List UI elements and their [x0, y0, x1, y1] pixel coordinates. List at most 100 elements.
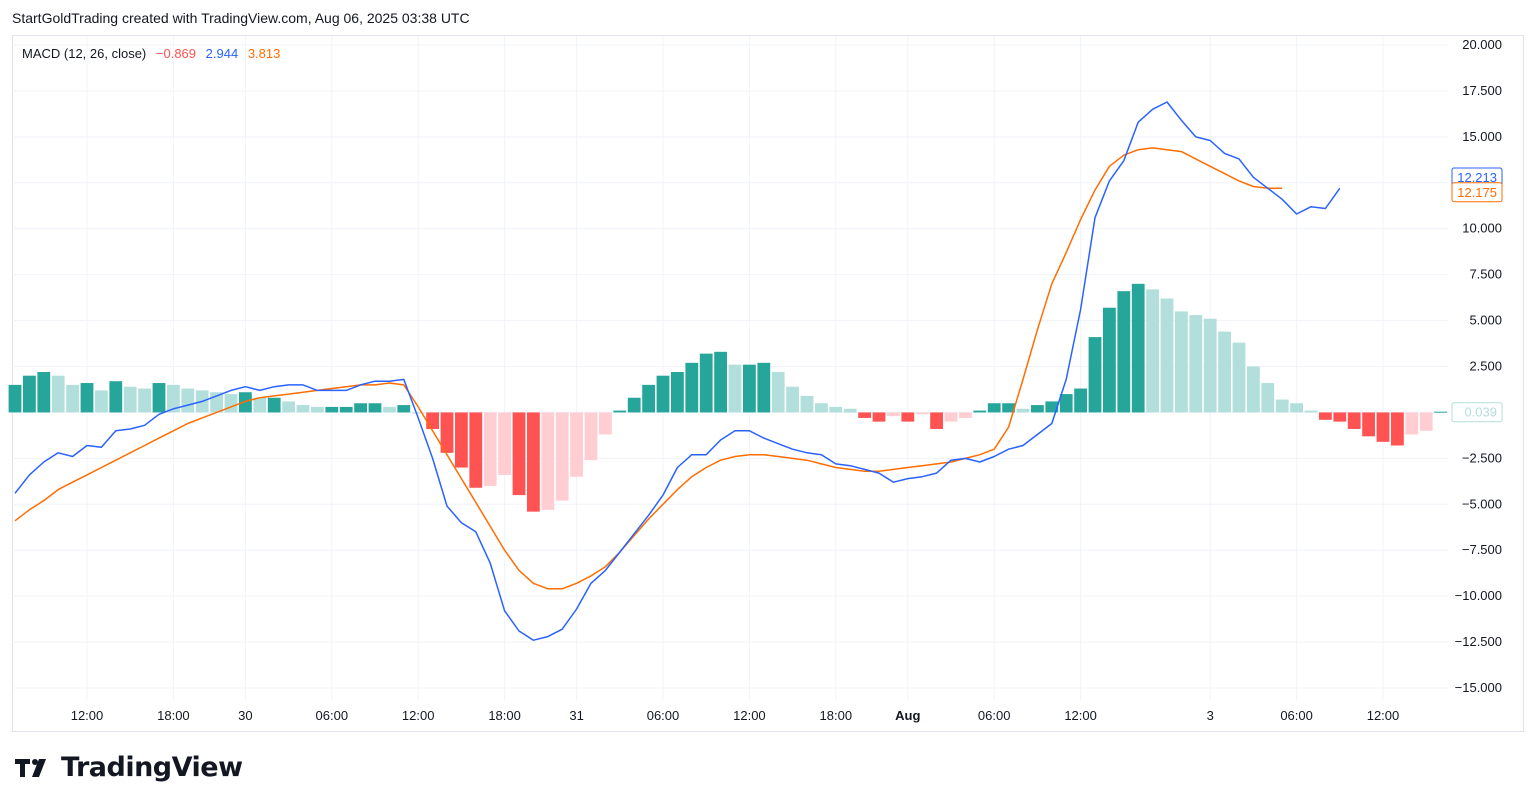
histogram-bar — [1160, 298, 1174, 413]
y-tick-label: −15.000 — [1455, 680, 1502, 695]
x-tick-label: 06:00 — [1280, 708, 1313, 723]
signal-value: 3.813 — [247, 46, 281, 61]
price-label-box — [1451, 182, 1503, 203]
x-tick-label: 06:00 — [978, 708, 1011, 723]
tradingview-wordmark: TradingView — [61, 752, 243, 783]
chart-pane[interactable] — [12, 35, 1524, 732]
histogram-bar — [1002, 403, 1015, 413]
histogram-bar — [599, 412, 612, 435]
attribution-header: StartGoldTrading created with TradingVie… — [12, 10, 470, 26]
histogram-bar — [253, 397, 267, 413]
histogram-bar — [1232, 342, 1246, 413]
histogram-bar — [80, 383, 94, 413]
y-tick-label: −2.500 — [1462, 450, 1502, 465]
histogram-bar — [469, 412, 483, 488]
histogram-bar — [109, 381, 123, 413]
y-axis: 20.00017.50015.00012.50010.0007.5005.000… — [1455, 37, 1502, 695]
histogram-bar — [858, 412, 871, 418]
histogram-bar — [973, 410, 987, 413]
histogram-bar — [167, 384, 180, 413]
histogram-bar — [426, 412, 439, 429]
histogram-bar — [771, 372, 785, 413]
histogram-bar — [987, 403, 1001, 413]
histogram-bar — [512, 412, 526, 496]
histogram-bar — [901, 412, 915, 422]
histogram-bar — [311, 406, 324, 413]
histogram-bar — [1175, 311, 1188, 413]
histogram-bar — [872, 412, 886, 422]
histogram-bar — [1347, 412, 1361, 429]
histogram-bar — [570, 412, 583, 477]
histogram-bar — [915, 412, 929, 415]
histogram-bar — [1117, 291, 1131, 413]
x-tick-label: Aug — [895, 708, 920, 723]
y-tick-label: 5.000 — [1469, 313, 1502, 328]
histogram-bar — [282, 401, 295, 413]
histogram-bar — [714, 351, 727, 413]
histogram-bar — [671, 372, 684, 413]
y-tick-label: 7.500 — [1469, 267, 1502, 282]
y-tick-label: −12.500 — [1455, 634, 1502, 649]
histogram-bar — [584, 412, 598, 461]
histogram-bar — [66, 384, 79, 413]
histogram-bar — [1074, 388, 1087, 413]
indicator-legend[interactable]: MACD (12, 26, close) −0.869 2.944 3.813 — [22, 46, 286, 61]
y-tick-label: 10.000 — [1462, 221, 1502, 236]
tradingview-logo-icon — [15, 758, 46, 777]
x-tick-label: 12:00 — [1367, 708, 1400, 723]
histogram-bar — [95, 390, 108, 413]
histogram-bar — [887, 412, 900, 417]
histogram-bar — [1088, 337, 1102, 413]
histogram-bar — [728, 364, 742, 413]
x-tick-label: 12:00 — [1064, 708, 1097, 723]
histogram-bar — [1290, 403, 1303, 413]
x-axis: 12:00 18:00 30 06:00 12:00 18:00 31 06:00 12:00 1… — [71, 708, 1400, 723]
histogram-bar — [498, 412, 511, 475]
x-tick-label: 12:00 — [402, 708, 435, 723]
tradingview-logo[interactable]: TradingView — [15, 752, 243, 783]
histogram-bar — [296, 405, 310, 413]
x-tick-label: 18:00 — [820, 708, 853, 723]
x-tick-label: 31 — [569, 708, 583, 723]
histogram-bars — [8, 283, 1447, 512]
histogram-bar — [800, 395, 814, 413]
histogram-bar — [1247, 366, 1260, 413]
histogram-bar — [181, 388, 195, 413]
signal-line-layer — [14, 147, 1283, 590]
histogram-bar — [613, 410, 627, 413]
histogram-bar — [440, 412, 454, 453]
y-tick-label: −7.500 — [1462, 542, 1502, 557]
signal-line — [14, 147, 1283, 590]
histogram-bar — [138, 388, 151, 413]
histogram-bar — [397, 405, 411, 413]
histogram-bar — [1131, 283, 1145, 413]
histogram-bar — [51, 375, 65, 413]
indicator-name: MACD (12, 26, close) — [22, 46, 147, 61]
histogram-bar — [843, 408, 857, 413]
x-tick-label: 18:00 — [488, 708, 521, 723]
histogram-bar — [555, 412, 569, 501]
histogram-bar — [455, 412, 468, 468]
histogram-bar — [354, 403, 367, 413]
y-tick-label: 2.500 — [1469, 359, 1502, 374]
histogram-bar — [1319, 412, 1332, 420]
histogram-bar — [743, 364, 756, 413]
histogram-bar — [339, 406, 353, 413]
histogram-bar — [368, 403, 382, 413]
histogram-bar — [527, 412, 540, 512]
price-label-box — [1451, 402, 1503, 423]
y-tick-label: −10.000 — [1455, 588, 1502, 603]
histogram-value: −0.869 — [155, 46, 197, 61]
histogram-bar — [152, 383, 166, 413]
x-tick-label: 18:00 — [157, 708, 190, 723]
histogram-bar — [1146, 289, 1159, 413]
y-tick-label: −5.000 — [1462, 496, 1502, 511]
histogram-bar — [1434, 411, 1447, 413]
histogram-bar — [1016, 408, 1030, 413]
histogram-bar — [1218, 331, 1231, 413]
price-label-text: 12.213 — [1457, 170, 1497, 185]
histogram-bar — [1189, 315, 1203, 413]
histogram-bar — [944, 412, 958, 422]
price-label-text: 0.039 — [1464, 405, 1497, 420]
